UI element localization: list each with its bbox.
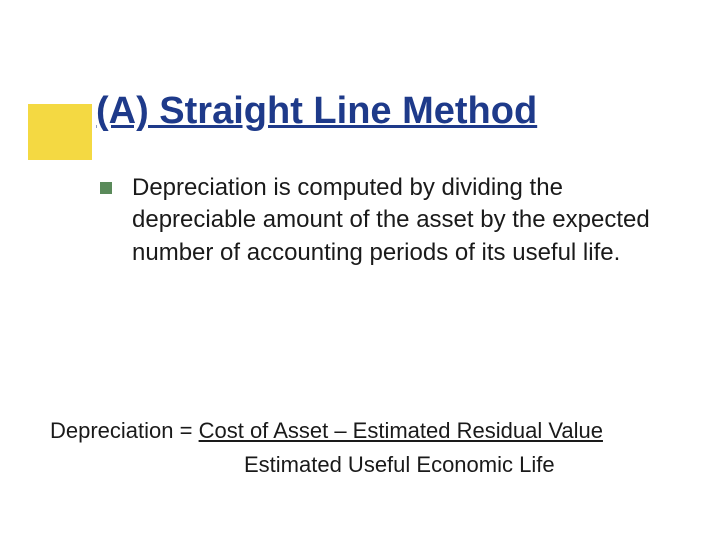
formula-numerator: Cost of Asset – Estimated Residual Value	[199, 418, 603, 443]
slide-title: (A) Straight Line Method	[96, 90, 537, 133]
body-text: Depreciation is computed by dividing the…	[132, 172, 660, 269]
body-container: Depreciation is computed by dividing the…	[100, 172, 660, 269]
accent-box	[28, 104, 92, 160]
formula-denominator: Estimated Useful Economic Life	[244, 452, 555, 478]
bullet-square-icon	[100, 182, 112, 194]
formula-top-line: Depreciation = Cost of Asset – Estimated…	[50, 418, 603, 444]
formula-label: Depreciation =	[50, 418, 199, 443]
